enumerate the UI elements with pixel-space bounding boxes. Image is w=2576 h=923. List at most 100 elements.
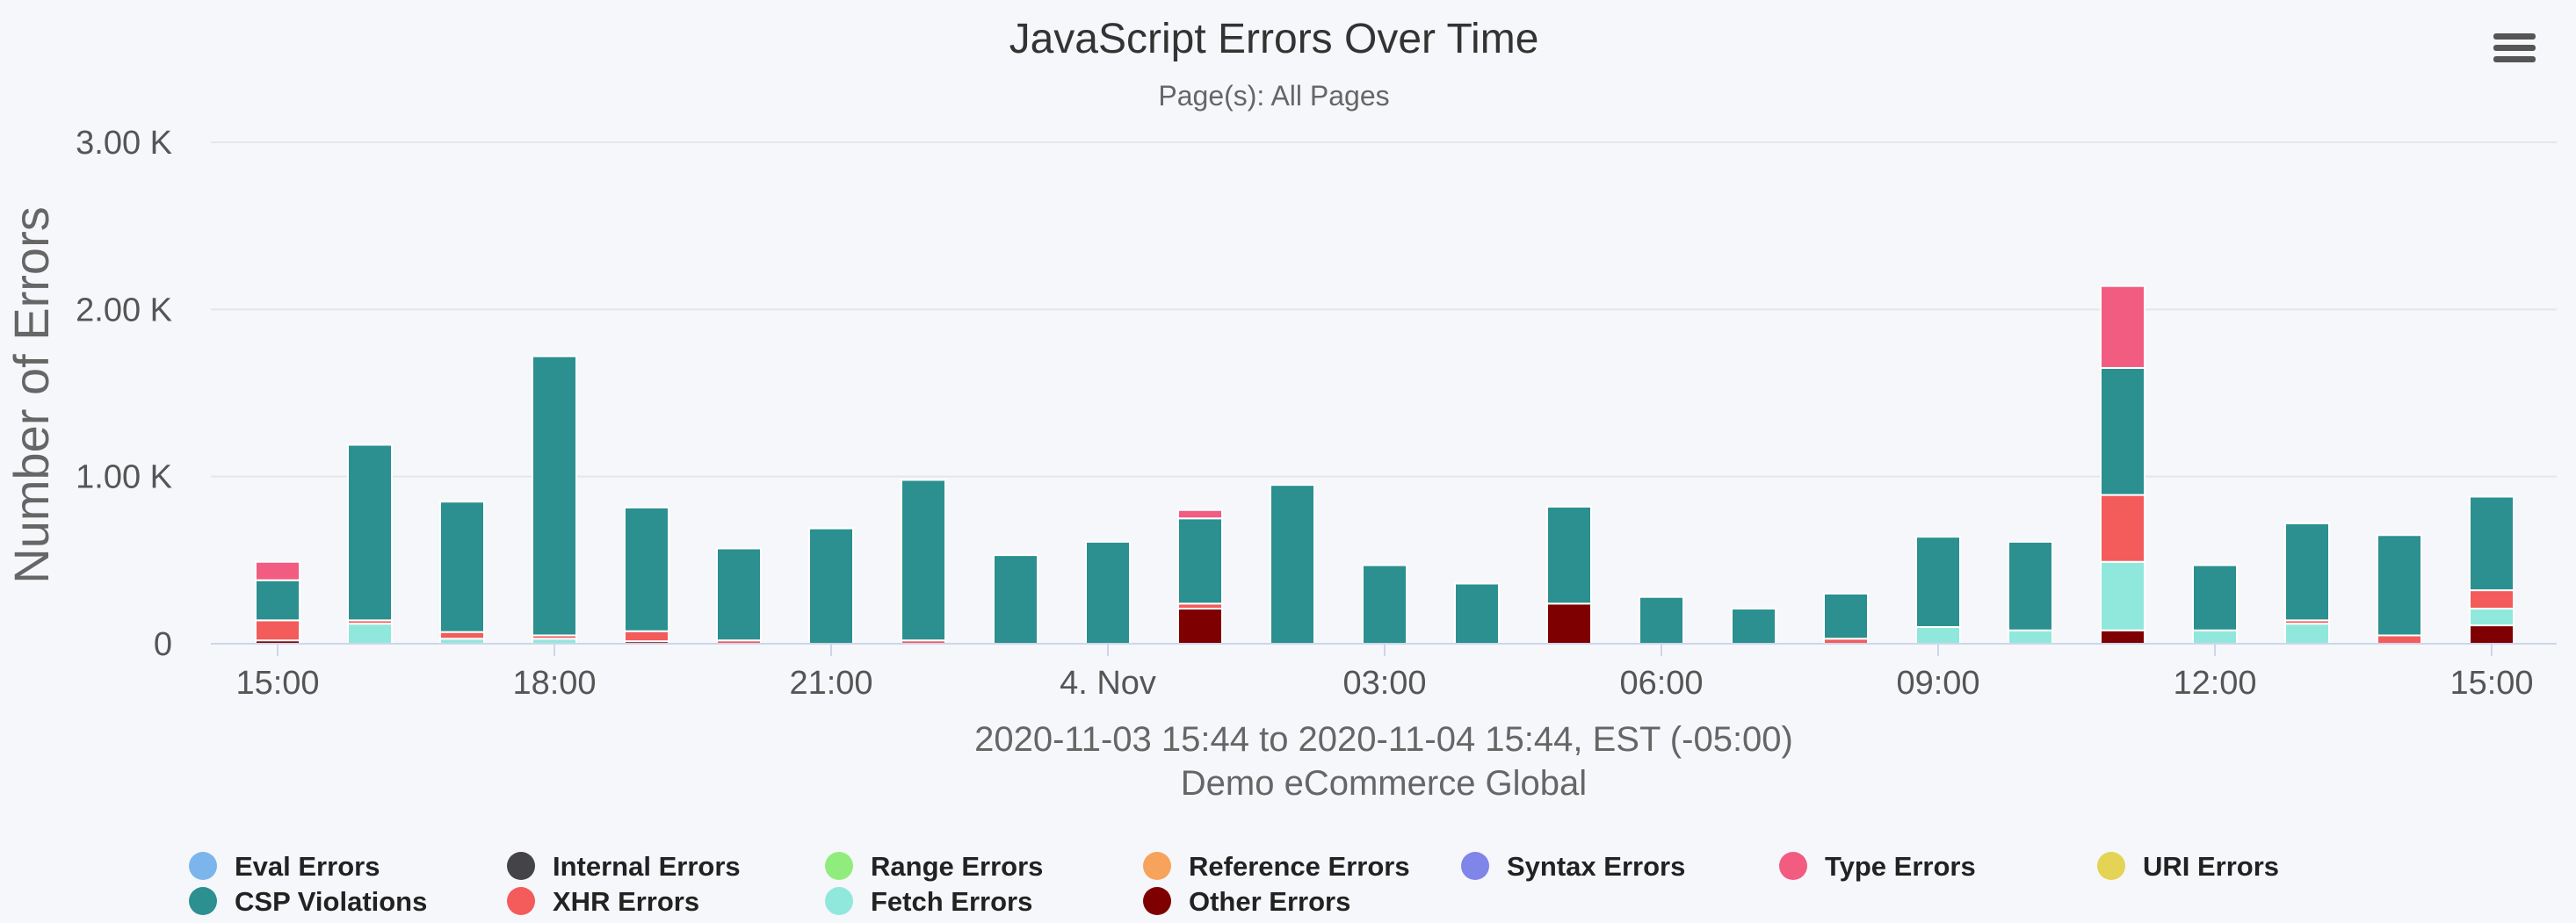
bar-segment-fetch-errors[interactable] bbox=[2008, 629, 2053, 645]
x-tick-label: 4. Nov bbox=[1060, 665, 1156, 702]
bar-segment-fetch-errors[interactable] bbox=[2192, 629, 2238, 645]
bar-segment-csp-violations[interactable] bbox=[2377, 534, 2422, 637]
legend-item-uri-errors[interactable]: URI Errors bbox=[2097, 851, 2279, 882]
bar-segment-csp-violations[interactable] bbox=[1731, 608, 1776, 645]
bar-segment-xhr-errors[interactable] bbox=[439, 631, 485, 640]
y-tick-label: 3.00 K bbox=[76, 125, 172, 162]
bar-segment-csp-violations[interactable] bbox=[347, 443, 393, 622]
bar-segment-fetch-errors[interactable] bbox=[2284, 623, 2330, 645]
bar-segment-csp-violations[interactable] bbox=[2469, 495, 2514, 592]
bar-segment-csp-violations[interactable] bbox=[2100, 366, 2145, 496]
x-tick-label: 15:00 bbox=[2449, 665, 2533, 702]
bar-segment-other-errors[interactable] bbox=[1546, 602, 1592, 645]
bar-segment-csp-violations[interactable] bbox=[1177, 517, 1223, 605]
legend-marker bbox=[2097, 852, 2125, 880]
grid-lines bbox=[211, 141, 2557, 478]
legend-label: URI Errors bbox=[2143, 851, 2279, 882]
legend-label: Range Errors bbox=[871, 851, 1043, 882]
y-tick-label: 0 bbox=[154, 626, 172, 663]
bar-segment-csp-violations[interactable] bbox=[901, 479, 946, 642]
legend-item-xhr-errors[interactable]: XHR Errors bbox=[507, 886, 699, 917]
legend-item-syntax-errors[interactable]: Syntax Errors bbox=[1461, 851, 1685, 882]
bar-segment-csp-violations[interactable] bbox=[1546, 505, 1592, 605]
bar-segment-csp-violations[interactable] bbox=[439, 501, 485, 633]
legend-marker bbox=[507, 852, 535, 880]
bars bbox=[255, 285, 2514, 645]
x-tick-label: 21:00 bbox=[789, 665, 872, 702]
legend-label: Reference Errors bbox=[1189, 851, 1410, 882]
bar-segment-csp-violations[interactable] bbox=[2284, 522, 2330, 622]
bar-segment-csp-violations[interactable] bbox=[716, 547, 762, 642]
bar-segment-other-errors[interactable] bbox=[2100, 629, 2145, 645]
bar-segment-csp-violations[interactable] bbox=[1823, 592, 1869, 640]
bar-segment-csp-violations[interactable] bbox=[1454, 582, 1500, 645]
x-axis-label-line-1: 2020-11-03 15:44 to 2020-11-04 15:44, ES… bbox=[974, 720, 1793, 759]
bar-segment-type-errors[interactable] bbox=[2100, 285, 2145, 369]
chart-title: JavaScript Errors Over Time bbox=[1009, 16, 1539, 62]
bar-segment-type-errors[interactable] bbox=[255, 560, 300, 581]
legend-item-type-errors[interactable]: Type Errors bbox=[1779, 851, 1976, 882]
legend-item-internal-errors[interactable]: Internal Errors bbox=[507, 851, 741, 882]
legend-marker bbox=[1779, 852, 1807, 880]
bar-segment-csp-violations[interactable] bbox=[255, 579, 300, 622]
y-tick-label: 2.00 K bbox=[76, 292, 172, 328]
y-axis-label: Number of Errors bbox=[4, 206, 59, 583]
bar-segment-csp-violations[interactable] bbox=[1085, 540, 1131, 645]
legend-label: Fetch Errors bbox=[871, 886, 1032, 917]
hamburger-menu-icon[interactable] bbox=[2486, 19, 2543, 76]
legend-label: Other Errors bbox=[1189, 886, 1350, 917]
legend-item-range-errors[interactable]: Range Errors bbox=[825, 851, 1043, 882]
legend-marker bbox=[825, 887, 853, 915]
x-tick-label: 03:00 bbox=[1342, 665, 1426, 702]
legend-label: CSP Violations bbox=[235, 886, 427, 917]
bar-segment-csp-violations[interactable] bbox=[2008, 540, 2053, 631]
bar-segment-csp-violations[interactable] bbox=[1639, 595, 1684, 645]
legend-marker bbox=[1143, 887, 1171, 915]
legend-item-fetch-errors[interactable]: Fetch Errors bbox=[825, 886, 1032, 917]
bar-segment-xhr-errors[interactable] bbox=[2377, 634, 2422, 645]
x-axis-ticks: 15:00 18:00 21:00 4. Nov 03:00 06:00 09:00 12:0… bbox=[235, 644, 2534, 702]
bar-segment-fetch-errors[interactable] bbox=[1915, 625, 1961, 645]
x-axis-label-line-2: Demo eCommerce Global bbox=[1181, 764, 1587, 803]
legend-label: Type Errors bbox=[1825, 851, 1976, 882]
legend-marker bbox=[825, 852, 853, 880]
bar-segment-fetch-errors[interactable] bbox=[2469, 608, 2514, 627]
legend-label: Syntax Errors bbox=[1507, 851, 1685, 882]
bar-segment-csp-violations[interactable] bbox=[2192, 564, 2238, 631]
legend-label: Eval Errors bbox=[235, 851, 380, 882]
x-tick-label: 09:00 bbox=[1896, 665, 1979, 702]
bar-segment-csp-violations[interactable] bbox=[1270, 484, 1315, 645]
legend-marker bbox=[189, 852, 217, 880]
legend-item-reference-errors[interactable]: Reference Errors bbox=[1143, 851, 1410, 882]
bar-segment-csp-violations[interactable] bbox=[1362, 564, 1407, 645]
bar-segment-xhr-errors[interactable] bbox=[624, 630, 669, 643]
legend-label: XHR Errors bbox=[553, 886, 699, 917]
legend: Eval Errors Internal Errors Range Errors Re… bbox=[189, 851, 2279, 917]
x-tick-label: 18:00 bbox=[512, 665, 596, 702]
bar-segment-type-errors[interactable] bbox=[1177, 508, 1223, 520]
chart-subtitle: Page(s): All Pages bbox=[1158, 80, 1389, 112]
legend-item-other-errors[interactable]: Other Errors bbox=[1143, 886, 1350, 917]
bar-segment-csp-violations[interactable] bbox=[993, 554, 1038, 645]
bar-segment-other-errors[interactable] bbox=[2469, 624, 2514, 645]
y-tick-label: 1.00 K bbox=[76, 459, 172, 496]
y-axis-ticks: 0 1.00 K 2.00 K 3.00 K bbox=[76, 125, 172, 663]
bar-segment-csp-violations[interactable] bbox=[532, 355, 577, 637]
x-tick-label: 15:00 bbox=[235, 665, 319, 702]
bar-segment-xhr-errors[interactable] bbox=[255, 619, 300, 642]
bar-segment-xhr-errors[interactable] bbox=[2469, 589, 2514, 610]
bar-segment-fetch-errors[interactable] bbox=[347, 623, 393, 645]
bar-segment-fetch-errors[interactable] bbox=[2100, 560, 2145, 631]
bar-segment-csp-violations[interactable] bbox=[808, 527, 854, 645]
x-tick-label: 06:00 bbox=[1619, 665, 1703, 702]
legend-label: Internal Errors bbox=[553, 851, 741, 882]
bar-segment-csp-violations[interactable] bbox=[1915, 536, 1961, 628]
legend-item-eval-errors[interactable]: Eval Errors bbox=[189, 851, 380, 882]
legend-marker bbox=[1143, 852, 1171, 880]
bar-segment-other-errors[interactable] bbox=[1177, 608, 1223, 645]
legend-item-csp-violations[interactable]: CSP Violations bbox=[189, 886, 427, 917]
bar-segment-csp-violations[interactable] bbox=[624, 506, 669, 632]
bar-segment-xhr-errors[interactable] bbox=[2100, 494, 2145, 563]
legend-marker bbox=[189, 887, 217, 915]
